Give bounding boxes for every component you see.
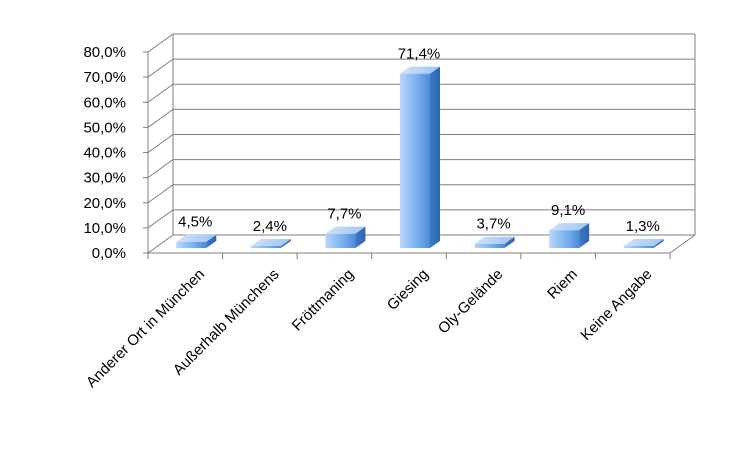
bar-top	[549, 223, 590, 231]
y-tick-label: 20,0%	[83, 195, 126, 212]
data-label: 9,1%	[551, 202, 585, 219]
bar-top	[400, 66, 440, 74]
data-label: 71,4%	[398, 46, 441, 63]
bar-top	[250, 239, 291, 246]
y-tick-label: 80,0%	[83, 44, 126, 61]
bar-side	[430, 66, 440, 248]
category-label: Anderer Ort in München	[83, 266, 208, 391]
bar	[325, 226, 366, 248]
data-label: 4,5%	[178, 214, 212, 231]
bar	[400, 66, 440, 248]
bar	[474, 236, 515, 248]
data-label: 7,7%	[327, 206, 361, 223]
bar-front	[250, 246, 281, 248]
y-tick-label: 40,0%	[83, 145, 126, 162]
bar-top	[474, 236, 515, 244]
bar-front	[400, 73, 430, 248]
category-label: Giesing	[384, 266, 432, 314]
bar-side	[653, 239, 664, 248]
bar-side	[504, 236, 515, 248]
axes	[143, 34, 696, 259]
category-label: Riem	[544, 266, 581, 303]
data-label: 1,3%	[626, 218, 660, 235]
bar-front	[623, 246, 654, 248]
y-tick-label: 70,0%	[83, 69, 126, 86]
bar-side	[579, 223, 590, 248]
bar-side	[355, 226, 366, 248]
y-tick-label: 50,0%	[83, 119, 126, 136]
y-tick-label: 60,0%	[83, 94, 126, 111]
y-tick-label: 0,0%	[92, 245, 126, 262]
y-tick-label: 10,0%	[83, 220, 126, 237]
bar-front	[325, 233, 356, 248]
bar-top	[176, 234, 217, 242]
data-label: 2,4%	[253, 218, 287, 235]
y-tick-label: 30,0%	[83, 170, 126, 187]
bar-top	[325, 226, 366, 234]
bar-front	[549, 230, 580, 248]
bar-front	[474, 243, 505, 248]
bar-side	[280, 239, 291, 248]
bar	[250, 239, 291, 248]
data-label: 3,7%	[476, 216, 510, 233]
bar	[623, 239, 664, 248]
bar	[549, 223, 590, 248]
bars	[176, 66, 664, 248]
labels: 0,0% 10,0% 20,0% 30,0% 40,0% 50,0% 60,0% 70,0% 8…	[83, 44, 660, 391]
bar-side	[206, 234, 217, 248]
bar-front	[176, 241, 207, 248]
category-label: Oly-Gelände	[435, 266, 507, 338]
bar-top	[623, 239, 664, 246]
category-label: Fröttmaning	[289, 266, 358, 335]
category-label: Keine Angabe	[577, 266, 655, 344]
bar	[176, 234, 217, 248]
